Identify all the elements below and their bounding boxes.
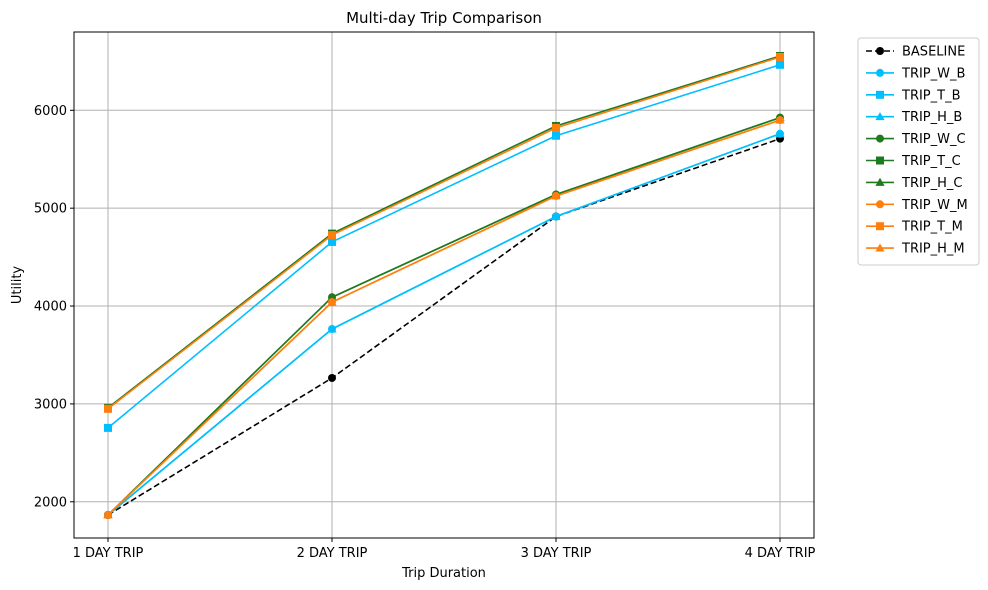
data-point-square	[776, 60, 784, 69]
plot-area-frame	[73, 31, 815, 539]
legend-label: TRIP_T_M	[901, 220, 963, 235]
legend-item: TRIP_T_B	[866, 88, 961, 103]
x-axis-label: Trip Duration	[401, 566, 486, 581]
data-point-circle	[876, 47, 884, 55]
data-point-triangle	[875, 243, 885, 252]
y-axis-label: Utility	[10, 266, 25, 305]
legend-item: TRIP_T_M	[866, 220, 963, 235]
series-line	[107, 55, 781, 409]
legend-label: TRIP_H_M	[901, 242, 965, 257]
x-tick-label: 1 DAY TRIP	[73, 546, 144, 561]
x-tick-label: 2 DAY TRIP	[297, 546, 368, 561]
series-line	[107, 119, 781, 516]
legend-item: TRIP_W_C	[866, 132, 966, 147]
series-baseline	[104, 134, 784, 519]
legend-label: TRIP_T_B	[901, 88, 961, 103]
data-point-square	[876, 222, 884, 231]
series-trip-h-m	[103, 115, 785, 519]
series-line	[107, 64, 781, 429]
legend-label: BASELINE	[902, 45, 965, 60]
data-point-triangle	[327, 297, 337, 306]
grid-lines	[74, 32, 814, 538]
series-layer	[103, 51, 785, 519]
legend-label: TRIP_W_C	[901, 132, 966, 147]
data-point-triangle	[875, 112, 885, 121]
x-tick-label: 3 DAY TRIP	[521, 546, 592, 561]
legend-label: TRIP_H_C	[901, 176, 963, 191]
data-point-square	[328, 237, 336, 246]
data-point-circle	[876, 68, 884, 77]
series-trip-t-b	[104, 60, 784, 432]
series-trip-h-b	[103, 129, 785, 519]
legend-label: TRIP_T_C	[901, 154, 961, 169]
data-point-circle	[328, 373, 336, 382]
series-trip-t-c	[104, 51, 784, 412]
series-line	[107, 133, 781, 516]
data-point-triangle	[551, 211, 561, 220]
data-point-triangle	[775, 129, 785, 138]
legend-item: TRIP_H_C	[866, 176, 963, 191]
data-point-triangle	[875, 177, 885, 186]
series-trip-w-m	[104, 116, 784, 519]
data-point-square	[104, 423, 112, 432]
y-tick-label: 5000	[34, 202, 67, 217]
legend-item: TRIP_W_M	[866, 198, 968, 213]
legend-item: TRIP_T_C	[866, 154, 961, 169]
legend-item: TRIP_H_M	[866, 242, 965, 257]
data-point-triangle	[327, 292, 337, 301]
series-trip-t-m	[104, 52, 784, 413]
data-point-square	[552, 131, 560, 140]
axis-ticks: 1 DAY TRIP 2 DAY TRIP 3 DAY TRIP 4 DAY TRIP…	[34, 104, 816, 561]
x-tick-label: 4 DAY TRIP	[745, 546, 816, 561]
legend-label: TRIP_W_B	[901, 66, 965, 81]
chart-title: Multi-day Trip Comparison	[346, 9, 542, 27]
data-point-square	[328, 231, 336, 240]
data-point-triangle	[103, 510, 113, 519]
data-point-square	[104, 404, 112, 413]
series-line	[107, 116, 781, 516]
legend-item: BASELINE	[866, 45, 965, 60]
y-tick-label: 4000	[34, 300, 67, 315]
data-point-triangle	[551, 191, 561, 200]
series-trip-w-c	[104, 113, 784, 519]
data-point-square	[776, 52, 784, 61]
legend: BASELINE TRIP_W_B TRIP_T_B TRIP_H_B TRIP_W_C…	[857, 37, 980, 266]
series-line	[107, 116, 781, 516]
legend-item: TRIP_H_B	[866, 110, 962, 125]
y-tick-label: 6000	[34, 104, 67, 119]
data-point-circle	[876, 134, 884, 143]
data-point-circle	[876, 200, 884, 209]
series-line	[107, 56, 781, 410]
legend-label: TRIP_H_B	[901, 110, 962, 125]
data-point-square	[552, 123, 560, 132]
series-trip-h-c	[103, 113, 785, 519]
data-point-triangle	[327, 324, 337, 333]
series-line	[107, 133, 781, 516]
data-point-triangle	[775, 115, 785, 124]
data-point-square	[876, 90, 884, 99]
y-tick-label: 3000	[34, 397, 67, 412]
y-tick-label: 2000	[34, 495, 67, 510]
data-point-square	[876, 156, 884, 165]
legend-item: TRIP_W_B	[866, 66, 965, 81]
legend-label: TRIP_W_M	[901, 198, 968, 213]
series-line	[107, 137, 781, 516]
